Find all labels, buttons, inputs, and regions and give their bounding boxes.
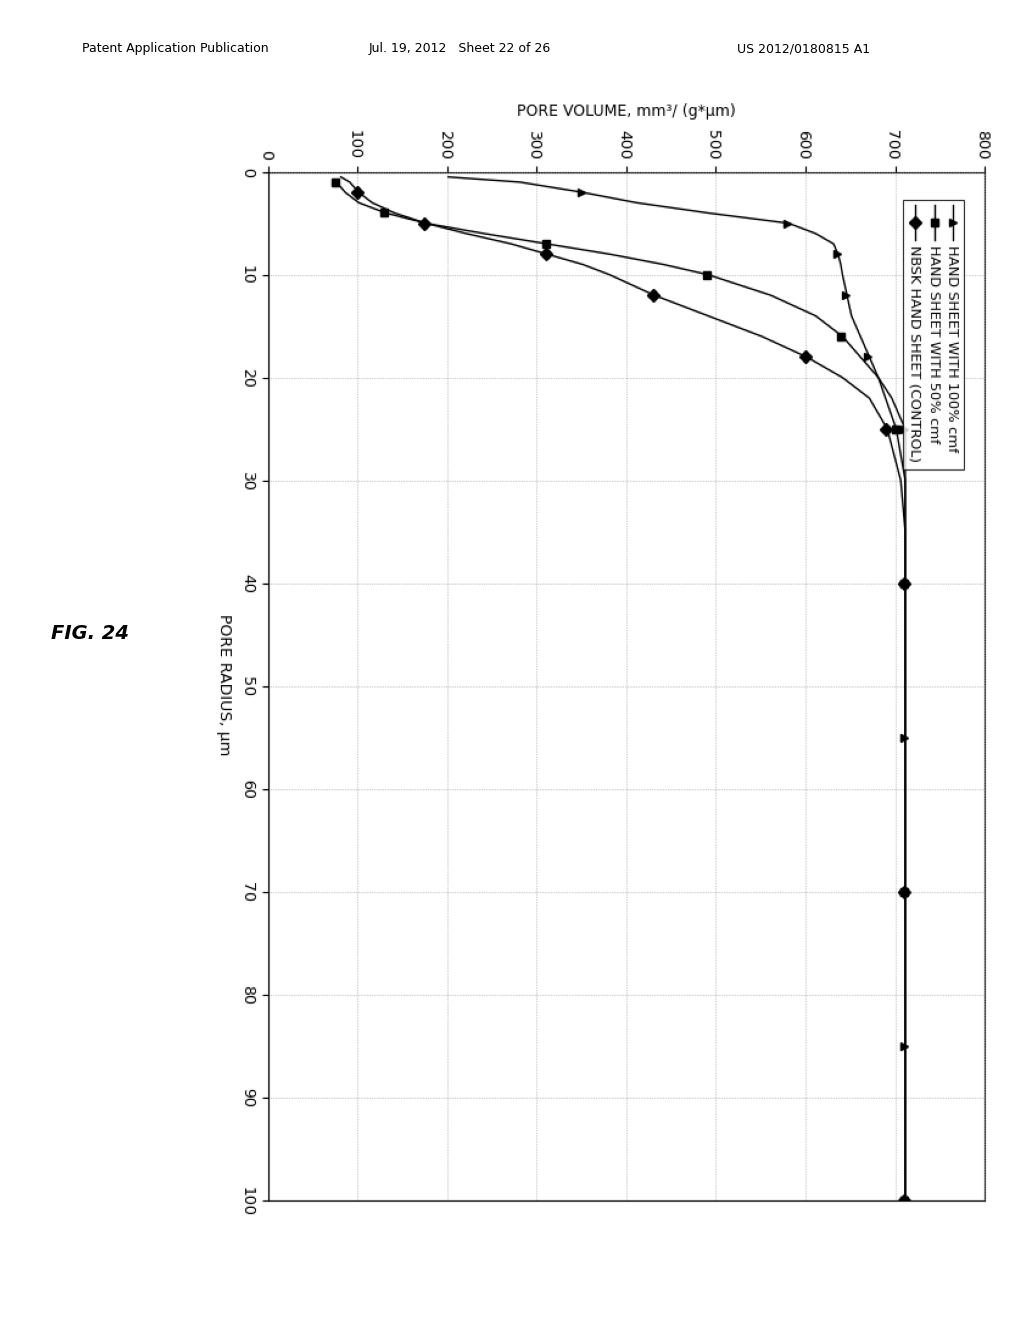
Text: FIG. 24: FIG. 24: [51, 624, 129, 643]
Text: Jul. 19, 2012   Sheet 22 of 26: Jul. 19, 2012 Sheet 22 of 26: [369, 42, 551, 55]
Text: US 2012/0180815 A1: US 2012/0180815 A1: [737, 42, 870, 55]
Text: Patent Application Publication: Patent Application Publication: [82, 42, 268, 55]
